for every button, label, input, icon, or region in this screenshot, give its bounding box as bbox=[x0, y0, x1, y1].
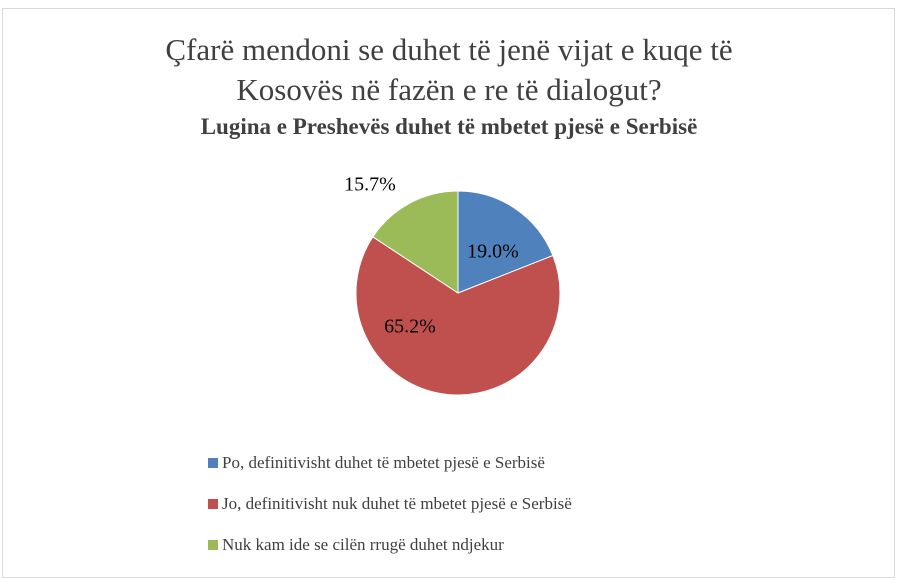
legend-swatch bbox=[208, 458, 218, 468]
data-label: 19.0% bbox=[467, 241, 519, 263]
data-label: 65.2% bbox=[384, 316, 436, 338]
legend-item: Po, definitivisht duhet të mbetet pjesë … bbox=[208, 453, 545, 473]
legend-label: Jo, definitivisht nuk duhet të mbetet pj… bbox=[222, 494, 572, 513]
legend-item: Nuk kam ide se cilën rrugë duhet ndjekur bbox=[208, 535, 504, 555]
chart-title: Çfarë mendoni se duhet të jenë vijat e k… bbox=[165, 32, 733, 107]
legend-item: Jo, definitivisht nuk duhet të mbetet pj… bbox=[208, 494, 572, 514]
pie-slice bbox=[457, 190, 554, 294]
legend-swatch bbox=[208, 540, 218, 550]
pie-slice bbox=[355, 236, 561, 396]
legend-label: Nuk kam ide se cilën rrugë duhet ndjekur bbox=[222, 535, 504, 554]
legend-swatch bbox=[208, 499, 218, 509]
chart-title-wrap: Çfarë mendoni se duhet të jenë vijat e k… bbox=[0, 30, 898, 110]
pie-slice bbox=[372, 190, 459, 294]
data-label: 15.7% bbox=[344, 174, 396, 196]
chart-subtitle: Lugina e Preshevës duhet të mbetet pjesë… bbox=[200, 114, 698, 139]
legend-label: Po, definitivisht duhet të mbetet pjesë … bbox=[222, 453, 545, 472]
